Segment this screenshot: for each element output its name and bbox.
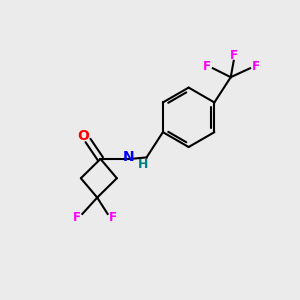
Text: F: F <box>230 49 238 62</box>
Text: F: F <box>109 211 117 224</box>
Text: H: H <box>137 158 148 171</box>
Text: F: F <box>73 211 81 224</box>
Text: F: F <box>252 60 260 73</box>
Text: O: O <box>78 129 89 143</box>
Text: N: N <box>123 149 134 164</box>
Text: F: F <box>203 60 211 73</box>
